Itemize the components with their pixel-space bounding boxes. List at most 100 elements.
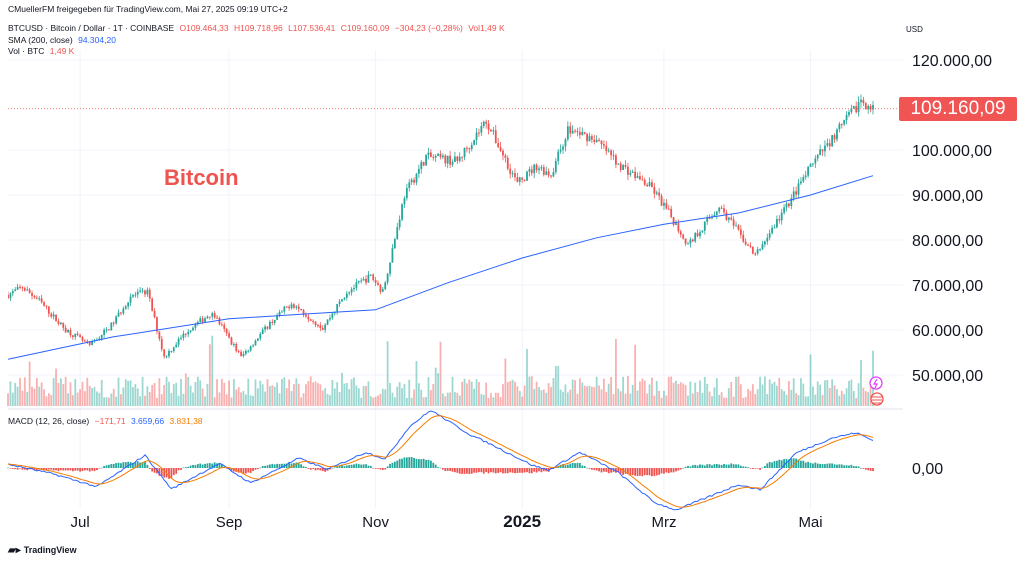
macd-hist-bar xyxy=(401,458,403,468)
candle xyxy=(204,318,206,323)
candle xyxy=(57,321,60,324)
volume-bar xyxy=(665,395,668,406)
macd-hist-bar xyxy=(468,468,471,475)
candle xyxy=(341,299,343,302)
candle xyxy=(627,166,629,175)
volume-bar xyxy=(797,395,800,406)
candle xyxy=(783,207,785,213)
candle xyxy=(809,163,812,167)
candle xyxy=(751,246,754,254)
volume-bar xyxy=(648,384,651,406)
macd-hist-bar xyxy=(778,459,781,468)
volume-bar xyxy=(607,383,610,406)
candle xyxy=(439,153,442,158)
volume-bar xyxy=(456,392,459,406)
candle xyxy=(742,234,745,242)
macd-hist-bar xyxy=(502,468,504,474)
volume-bar xyxy=(598,385,600,406)
volume-bar xyxy=(855,397,858,406)
candle xyxy=(739,229,742,235)
candle xyxy=(542,167,545,175)
lightning-icon[interactable] xyxy=(869,376,883,390)
candle xyxy=(120,312,122,314)
macd-hist-bar xyxy=(660,468,663,474)
macd-hist-bar xyxy=(81,468,84,472)
volume-bar xyxy=(266,379,269,406)
macd-hist-bar xyxy=(715,463,718,468)
volume-legend[interactable]: Vol · BTC 1,49 K xyxy=(8,46,77,56)
volume-bar xyxy=(691,393,694,406)
macd-hist-bar xyxy=(533,468,536,472)
macd-hist-bar xyxy=(461,468,464,474)
macd-hist-bar xyxy=(696,465,699,468)
macd-hist-bar xyxy=(14,468,17,470)
volume-bar xyxy=(802,383,805,406)
macd-hist-bar xyxy=(343,466,346,468)
volume-bar xyxy=(550,387,552,406)
macd-hist-bar xyxy=(538,468,540,472)
candle xyxy=(259,333,262,339)
volume-bar xyxy=(788,381,790,406)
candle xyxy=(706,218,709,222)
volume-bar xyxy=(45,396,48,406)
volume-bar xyxy=(530,376,533,406)
candle xyxy=(684,238,687,244)
volume-bar xyxy=(305,384,307,406)
volume-bar xyxy=(244,394,247,406)
macd-hist-bar xyxy=(187,466,190,468)
indicator-icons[interactable] xyxy=(869,376,884,406)
macd-hist-bar xyxy=(71,468,74,472)
volume-bar xyxy=(773,381,776,406)
candle xyxy=(196,321,199,325)
candle xyxy=(201,318,204,323)
volume-bar xyxy=(175,382,178,406)
us-flag-icon[interactable] xyxy=(870,392,884,406)
candle xyxy=(449,155,452,165)
candle xyxy=(329,317,331,320)
symbol-legend[interactable]: BTCUSD · Bitcoin / Dollar · 1T · COINBAS… xyxy=(8,23,508,33)
macd-hist-bar xyxy=(792,458,795,468)
volume-bar xyxy=(780,389,783,406)
volume-bar xyxy=(405,397,408,406)
macd-hist-bar xyxy=(341,465,343,468)
symbol-line[interactable]: BTCUSD · Bitcoin / Dollar · 1T · COINBAS… xyxy=(8,23,175,33)
volume-bar xyxy=(16,386,19,406)
macd-hist-bar xyxy=(504,468,507,474)
candle xyxy=(699,232,701,237)
macd-hist-bar xyxy=(408,457,411,468)
sma-legend[interactable]: SMA (200, close) 94.304,20 xyxy=(8,35,119,45)
macd-hist-bar xyxy=(211,463,214,468)
volume-bar xyxy=(124,379,127,406)
volume-bar xyxy=(564,384,567,406)
macd-hist-bar xyxy=(297,463,300,468)
candle xyxy=(302,309,305,315)
macd-hist-bar xyxy=(50,468,53,470)
candle xyxy=(199,318,202,322)
macd-hist-bar xyxy=(350,464,353,468)
volume-bar xyxy=(514,381,516,406)
volume-bar xyxy=(504,358,507,406)
candle xyxy=(242,353,245,356)
volume-bar xyxy=(295,378,298,406)
macd-hist-bar xyxy=(494,468,497,474)
candle xyxy=(228,333,230,338)
macd-hist-bar xyxy=(403,457,406,468)
candle xyxy=(518,177,521,182)
volume-bar xyxy=(184,373,187,406)
volume-bar xyxy=(165,376,168,406)
macd-line-value: 3.659,66 xyxy=(130,416,165,426)
candle xyxy=(749,245,752,247)
macd-legend[interactable]: MACD (12, 26, close) −171,71 3.659,66 3.… xyxy=(8,416,206,426)
macd-hist-bar xyxy=(547,468,550,472)
volume-bar xyxy=(50,394,53,406)
candle xyxy=(727,217,730,220)
macd-hist-bar xyxy=(651,468,653,477)
candle xyxy=(81,337,84,341)
volume-bar xyxy=(759,376,761,406)
macd-hist-bar xyxy=(252,468,254,472)
candle xyxy=(442,155,444,158)
macd-hist-bar xyxy=(124,462,127,468)
macd-hist-bar xyxy=(785,458,788,468)
candle xyxy=(290,304,293,309)
candle xyxy=(475,132,478,141)
